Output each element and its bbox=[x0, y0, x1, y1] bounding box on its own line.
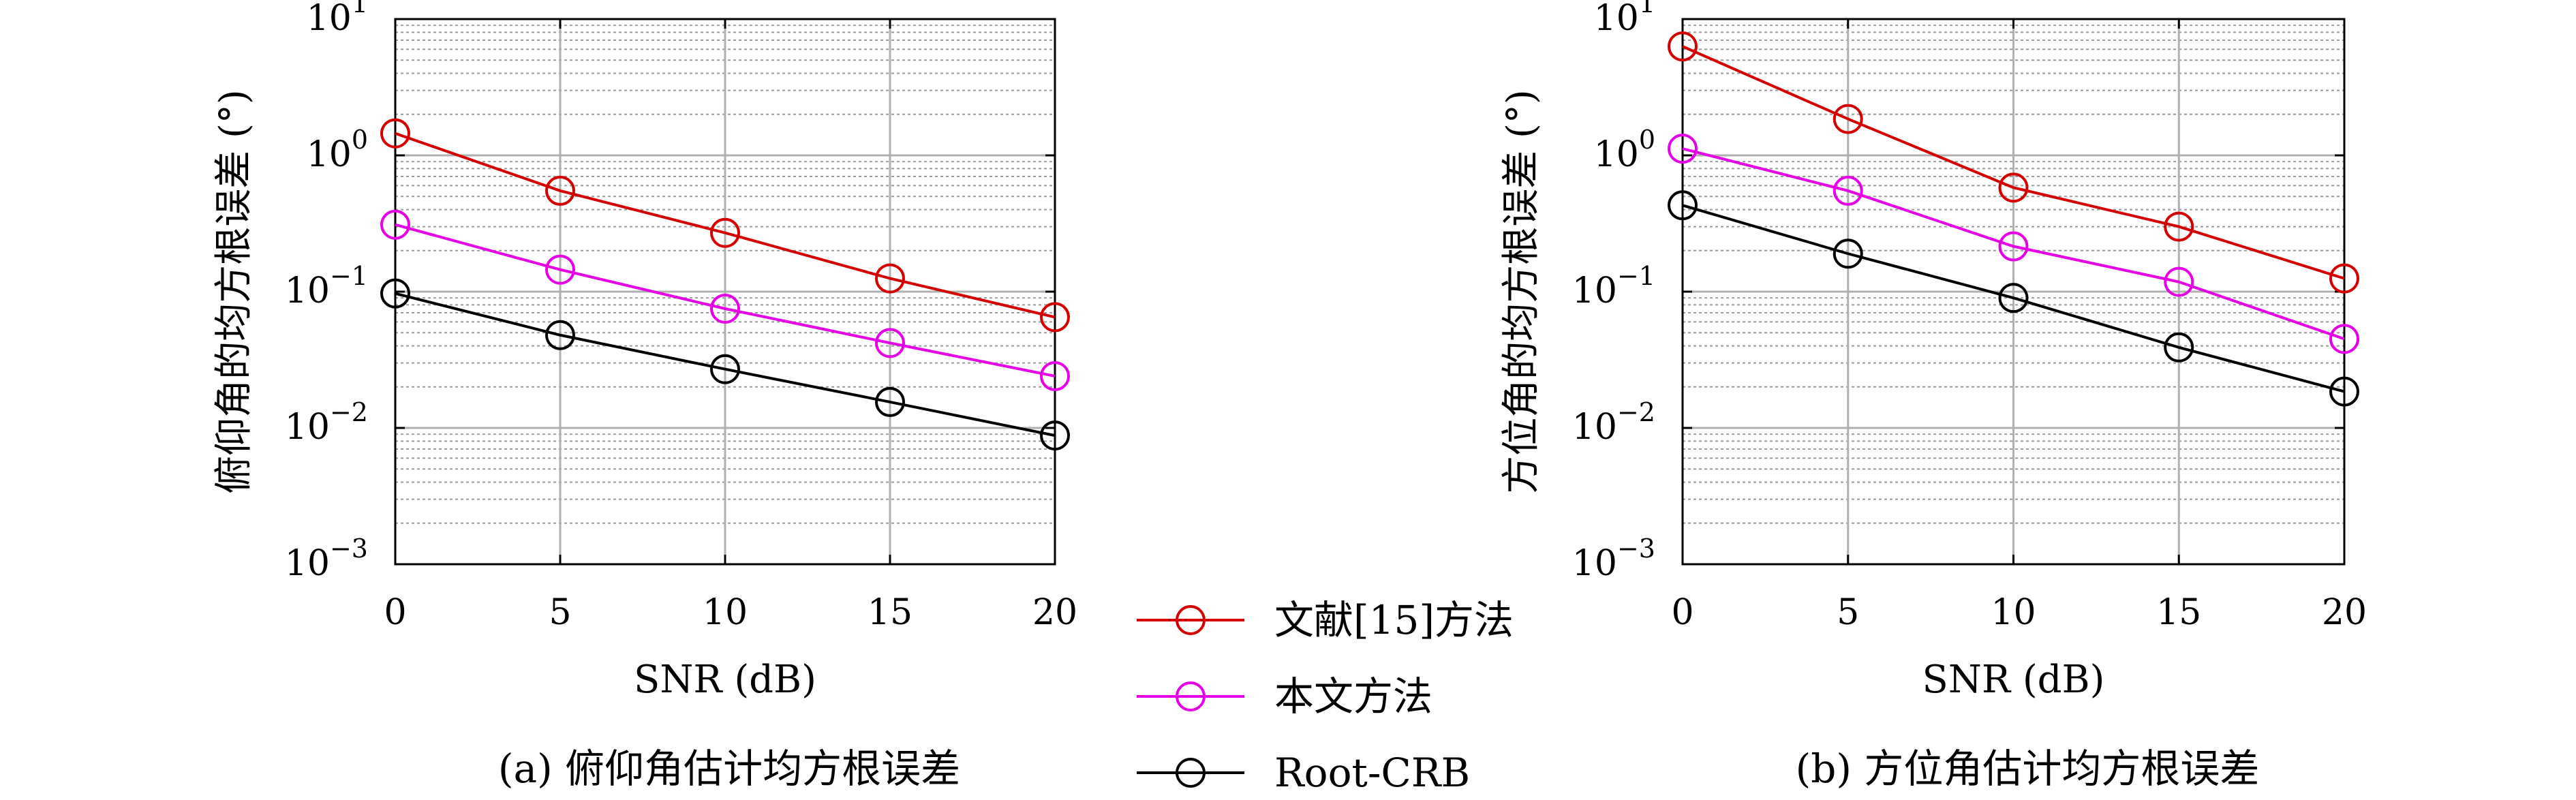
panel-a-series-1-point bbox=[710, 217, 740, 248]
legend-label-2: 本文方法 bbox=[1274, 673, 1432, 720]
panel-b-series-line-1 bbox=[1682, 45, 2345, 280]
panel-a-series-3-point bbox=[380, 278, 410, 309]
panel-b-y-tick-label: 10−3 bbox=[1572, 534, 1655, 584]
panel-b-series-1-point bbox=[2164, 211, 2194, 242]
panel-a-y-tick-label: 10−2 bbox=[285, 397, 368, 448]
panel-b-x-tick-label: 10 bbox=[1991, 592, 2036, 633]
panel-b-azimuth-rmse: 0 5 10 15 20 101 100 10−1 10−2 10−3 SNR (dB) 方位角的均方… bbox=[1499, 0, 2367, 702]
panel-a-series-3-point bbox=[875, 386, 905, 417]
panel-a-x-tick-label: 10 bbox=[703, 592, 748, 633]
panel-b-y-tick-label: 100 bbox=[1594, 125, 1655, 175]
legend-marker-3 bbox=[1176, 758, 1206, 788]
panel-a-series-1-point bbox=[1040, 302, 1070, 333]
panel-a-series-2-point bbox=[875, 328, 905, 358]
panel-b-series-1-point bbox=[1998, 172, 2029, 203]
panel-a-y-axis-label: 俯仰角的均方根误差 (°) bbox=[212, 89, 256, 494]
panel-b-series-1-point bbox=[1833, 104, 1863, 134]
panel-b-series-line-3 bbox=[1682, 204, 2345, 393]
panel-b-series-3-point bbox=[2164, 332, 2194, 363]
panel-a-series-2-point bbox=[545, 254, 575, 285]
panel-a-x-tick-label: 0 bbox=[384, 592, 406, 633]
panel-b-series-2-point bbox=[2329, 324, 2359, 354]
panel-a-series-3-point bbox=[545, 320, 575, 350]
panel-a-series-3-point bbox=[710, 354, 740, 384]
panel-a-series-1-point bbox=[875, 263, 905, 294]
panel-b-series-3-point bbox=[2329, 376, 2359, 407]
panel-b-caption: (b) 方位角估计均方根误差 bbox=[1796, 745, 2260, 792]
panel-b-x-tick-label: 0 bbox=[1671, 592, 1693, 633]
panel-b-series-2-point bbox=[2164, 266, 2194, 297]
panel-a-x-tick-label: 20 bbox=[1032, 592, 1077, 633]
panel-b-series-2-point bbox=[1668, 134, 1698, 164]
legend-marker-2 bbox=[1176, 681, 1206, 711]
panel-a-x-tick-label: 5 bbox=[549, 592, 571, 633]
panel-b-series-2-point bbox=[1998, 231, 2029, 262]
panel-a-series-1-point bbox=[545, 175, 575, 206]
panel-b-series-2-point bbox=[1833, 175, 1863, 206]
legend-marker-1 bbox=[1176, 605, 1206, 635]
panel-a-series-1-point bbox=[380, 118, 410, 149]
panel-a-series-2-point bbox=[380, 209, 410, 240]
panel-b-series-line-2 bbox=[1682, 147, 2345, 341]
panel-b-series-1-point bbox=[1668, 31, 1698, 62]
panel-a-caption: (a) 俯仰角估计均方根误差 bbox=[498, 745, 960, 792]
panel-b-series-3-point bbox=[1998, 283, 2029, 313]
panel-b-x-tick-label: 15 bbox=[2156, 592, 2201, 633]
panel-b-y-tick-label: 101 bbox=[1594, 0, 1655, 39]
panel-b-x-tick-label: 5 bbox=[1837, 592, 1859, 633]
panel-a-y-tick-label: 10−3 bbox=[285, 534, 368, 584]
panel-b-series-1-point bbox=[2329, 263, 2359, 294]
panel-b-series-3-point bbox=[1668, 190, 1698, 221]
panel-a-series-line-3 bbox=[395, 292, 1056, 437]
legend-label-3: Root-CRB bbox=[1274, 750, 1470, 796]
panel-a-series-line-1 bbox=[395, 132, 1056, 319]
panel-b-x-tick-label: 20 bbox=[2322, 592, 2367, 633]
panel-a-elevation-rmse: 0 5 10 15 20 101 100 10−1 10−2 10−3 SNR (dB) 俯仰角的均方… bbox=[212, 0, 1077, 702]
panel-a-series-2-point bbox=[710, 293, 740, 324]
panel-b-series-3-point bbox=[1833, 239, 1863, 269]
panel-b-y-tick-label: 10−2 bbox=[1572, 397, 1655, 448]
panel-b-y-tick-label: 10−1 bbox=[1572, 261, 1655, 311]
legend-label-1: 文献[15]方法 bbox=[1274, 597, 1514, 643]
panel-a-y-tick-label: 10−1 bbox=[285, 261, 368, 311]
panel-a-series-2-point bbox=[1040, 360, 1070, 391]
panel-b-y-axis-label: 方位角的均方根误差 (°) bbox=[1499, 89, 1544, 494]
panel-a-y-tick-label: 100 bbox=[307, 125, 368, 175]
panel-a-y-tick-label: 101 bbox=[307, 0, 368, 39]
panel-b-x-axis-label: SNR (dB) bbox=[1922, 658, 2104, 702]
panel-a-series-3-point bbox=[1040, 420, 1070, 451]
panel-a-x-tick-label: 15 bbox=[868, 592, 913, 633]
panel-a-x-axis-label: SNR (dB) bbox=[634, 658, 816, 702]
panel-a-series-line-2 bbox=[395, 223, 1056, 378]
